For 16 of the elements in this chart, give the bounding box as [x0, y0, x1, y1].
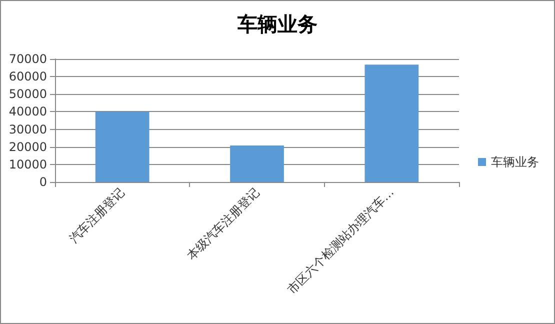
legend-label: 车辆业务	[491, 155, 539, 169]
bar	[95, 112, 150, 182]
bar	[364, 64, 419, 182]
y-tick-label: 70000	[8, 52, 47, 66]
y-tick-label: 30000	[8, 122, 47, 136]
x-tick-label: 本级汽车注册登记	[184, 185, 262, 263]
y-tick-label: 20000	[8, 140, 47, 154]
y-tick-label: 0	[39, 175, 47, 189]
chart-title: 车辆业务	[236, 12, 318, 36]
x-tick-label: 市区六个检测站办理汽车…	[284, 185, 397, 297]
x-tick-label: 汽车注册登记	[66, 185, 128, 246]
y-tick-label: 60000	[8, 70, 47, 84]
y-tick-label: 40000	[8, 104, 47, 119]
y-tick-label: 50000	[8, 87, 47, 102]
y-tick-label: 10000	[8, 157, 47, 172]
bar	[230, 145, 284, 182]
